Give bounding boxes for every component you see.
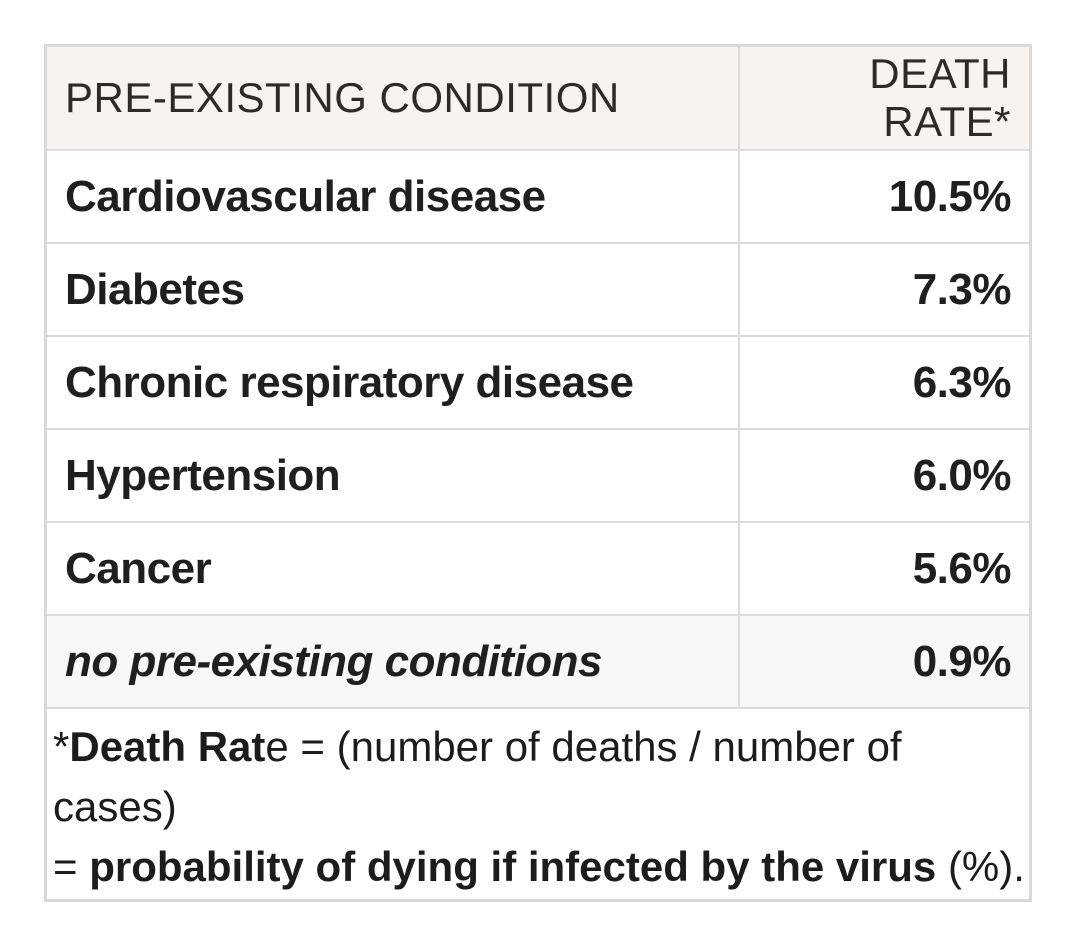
death-rate-cell: 0.9% xyxy=(738,614,1032,709)
footnote: *Death Rate = (number of deaths / number… xyxy=(44,707,1032,902)
footnote-line: *Death Rate = (number of deaths / number… xyxy=(53,723,902,831)
condition-cell: Diabetes xyxy=(44,242,740,337)
table-row: Diabetes 7.3% xyxy=(44,242,1032,337)
condition-cell: Cancer xyxy=(44,521,740,616)
condition-cell: Chronic respiratory disease xyxy=(44,335,740,430)
death-rate-cell: 5.6% xyxy=(738,521,1032,616)
footnote-row: *Death Rate = (number of deaths / number… xyxy=(44,707,1032,902)
condition-cell: Hypertension xyxy=(44,428,740,523)
table-header: PRE-EXISTING CONDITION DEATH RATE* xyxy=(44,44,1032,151)
table-footer: *Death Rate = (number of deaths / number… xyxy=(44,707,1032,902)
death-rate-cell: 7.3% xyxy=(738,242,1032,337)
table-row: Cardiovascular disease 10.5% xyxy=(44,149,1032,244)
table-body: Cardiovascular disease 10.5% Diabetes 7.3% C… xyxy=(44,149,1032,709)
column-header-condition: PRE-EXISTING CONDITION xyxy=(44,44,740,151)
death-rate-cell: 6.3% xyxy=(738,335,1032,430)
table-row: Cancer 5.6% xyxy=(44,521,1032,616)
table-row: Hypertension 6.0% xyxy=(44,428,1032,523)
column-header-death-rate: DEATH RATE* xyxy=(738,44,1032,151)
death-rate-cell: 6.0% xyxy=(738,428,1032,523)
footnote-line: = probability of dying if infected by th… xyxy=(53,843,1025,891)
death-rate-table: PRE-EXISTING CONDITION DEATH RATE* Cardi… xyxy=(44,44,1032,902)
table-row: Chronic respiratory disease 6.3% xyxy=(44,335,1032,430)
table-row: no pre-existing conditions 0.9% xyxy=(44,614,1032,709)
condition-cell: no pre-existing conditions xyxy=(44,614,740,709)
condition-cell: Cardiovascular disease xyxy=(44,149,740,244)
death-rate-cell: 10.5% xyxy=(738,149,1032,244)
header-row: PRE-EXISTING CONDITION DEATH RATE* xyxy=(44,44,1032,151)
death-rate-table-container: PRE-EXISTING CONDITION DEATH RATE* Cardi… xyxy=(44,44,1032,902)
